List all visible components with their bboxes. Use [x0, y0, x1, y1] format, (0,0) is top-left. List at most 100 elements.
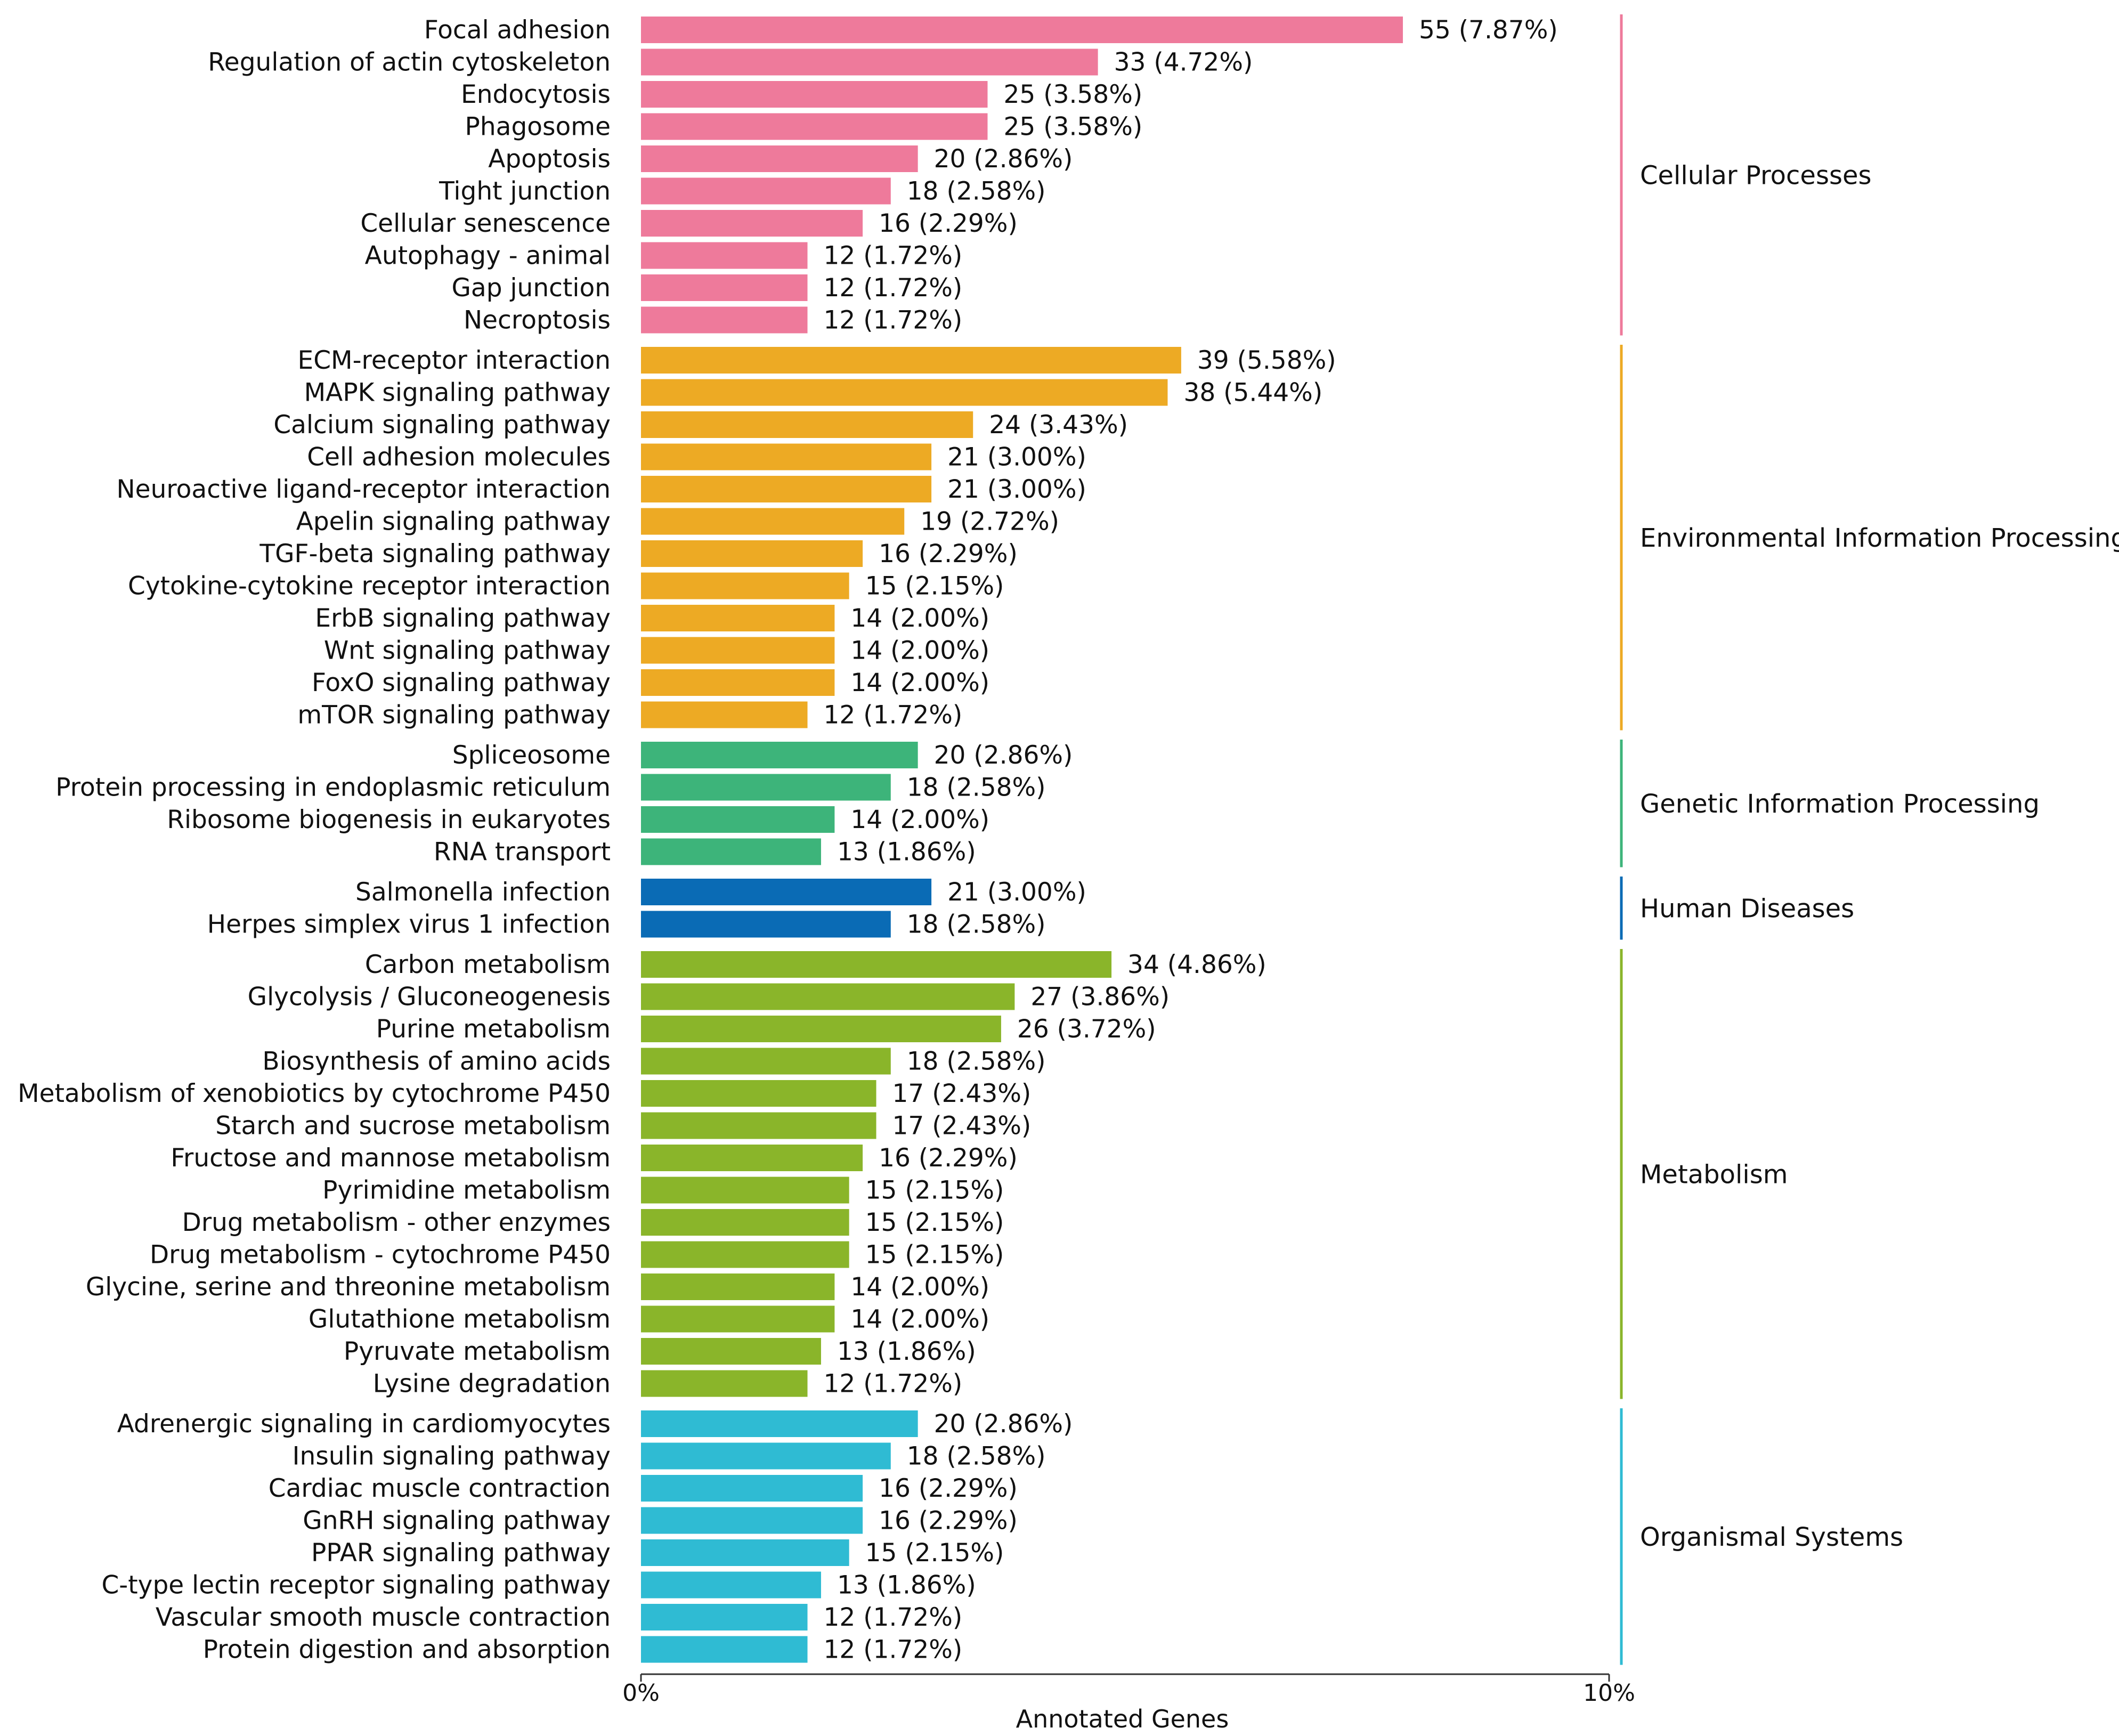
category-label-ecm-receptor-interaction: ECM-receptor interaction [298, 346, 611, 375]
category-label-adrenergic-signaling-in-cardiomyocytes: Adrenergic signaling in cardiomyocytes [117, 1409, 611, 1439]
bar-ecm-receptor-interaction [641, 347, 1181, 374]
category-label-herpes-simplex-virus-1-infection: Herpes simplex virus 1 infection [207, 910, 611, 939]
value-label-phagosome: 25 (3.58%) [1003, 112, 1142, 142]
bar-rna-transport [641, 838, 821, 865]
value-label-pyrimidine-metabolism: 15 (2.15%) [865, 1176, 1004, 1205]
value-label-ribosome-biogenesis-in-eukaryotes: 14 (2.00%) [850, 805, 989, 834]
bar-focal-adhesion [641, 17, 1403, 43]
bar-adrenergic-signaling-in-cardiomyocytes [641, 1410, 918, 1437]
category-label-insulin-signaling-pathway: Insulin signaling pathway [293, 1442, 611, 1471]
bar-apelin-signaling-pathway [641, 508, 905, 535]
value-label-metabolism-of-xenobiotics-by-cytochrome-p450: 17 (2.43%) [892, 1079, 1032, 1108]
category-label-purine-metabolism: Purine metabolism [376, 1015, 611, 1044]
value-label-rna-transport: 13 (1.86%) [837, 838, 976, 867]
bar-carbon-metabolism [641, 951, 1112, 978]
bar-fructose-and-mannose-metabolism [641, 1145, 863, 1171]
value-label-autophagy-animal: 12 (1.72%) [824, 241, 963, 271]
value-label-lysine-degradation: 12 (1.72%) [824, 1369, 963, 1399]
value-label-gap-junction: 12 (1.72%) [824, 273, 963, 303]
bar-regulation-of-actin-cytoskeleton [641, 48, 1098, 76]
bar-protein-digestion-and-absorption [641, 1636, 808, 1663]
value-label-wnt-signaling-pathway: 14 (2.00%) [850, 636, 989, 666]
value-label-ecm-receptor-interaction: 39 (5.58%) [1197, 346, 1336, 375]
category-label-biosynthesis-of-amino-acids: Biosynthesis of amino acids [262, 1047, 611, 1076]
bar-ppar-signaling-pathway [641, 1539, 849, 1566]
value-label-biosynthesis-of-amino-acids: 18 (2.58%) [907, 1047, 1046, 1076]
bar-pyrimidine-metabolism [641, 1177, 849, 1204]
value-label-pyruvate-metabolism: 13 (1.86%) [837, 1337, 976, 1366]
category-label-glycolysis-gluconeogenesis: Glycolysis / Gluconeogenesis [248, 983, 611, 1012]
category-label-carbon-metabolism: Carbon metabolism [365, 950, 611, 979]
category-label-fructose-and-mannose-metabolism: Fructose and mannose metabolism [171, 1143, 611, 1173]
category-label-endocytosis: Endocytosis [461, 80, 611, 109]
value-label-apelin-signaling-pathway: 19 (2.72%) [920, 507, 1059, 537]
value-label-spliceosome: 20 (2.86%) [934, 741, 1073, 770]
x-tick-label-10: 10% [1583, 1680, 1635, 1707]
bar-calcium-signaling-pathway [641, 411, 973, 438]
value-label-glutathione-metabolism: 14 (2.00%) [850, 1305, 989, 1334]
value-label-cytokine-cytokine-receptor-interaction: 15 (2.15%) [865, 572, 1004, 601]
value-label-herpes-simplex-virus-1-infection: 18 (2.58%) [907, 910, 1046, 939]
bar-gap-junction [641, 274, 808, 301]
bar-endocytosis [641, 81, 988, 108]
category-label-salmonella-infection: Salmonella infection [355, 878, 611, 907]
bar-c-type-lectin-receptor-signaling-pathway [641, 1571, 821, 1599]
value-label-purine-metabolism: 26 (3.72%) [1017, 1015, 1156, 1044]
category-label-phagosome: Phagosome [465, 112, 611, 142]
category-label-cytokine-cytokine-receptor-interaction: Cytokine-cytokine receptor interaction [128, 572, 611, 601]
category-label-tgf-beta-signaling-pathway: TGF-beta signaling pathway [259, 539, 611, 569]
category-label-metabolism-of-xenobiotics-by-cytochrome-p450: Metabolism of xenobiotics by cytochrome … [18, 1079, 611, 1108]
bars-layer: Focal adhesion 55 (7.87%) Regulation of ac… [18, 15, 1558, 1665]
value-label-foxo-signaling-pathway: 14 (2.00%) [850, 668, 989, 697]
category-label-regulation-of-actin-cytoskeleton: Regulation of actin cytoskeleton [208, 48, 611, 77]
value-label-fructose-and-mannose-metabolism: 16 (2.29%) [879, 1143, 1018, 1173]
group-label-cellular-processes: Cellular Processes [1640, 160, 1872, 190]
bar-purine-metabolism [641, 1016, 1001, 1042]
category-label-pyrimidine-metabolism: Pyrimidine metabolism [322, 1176, 611, 1205]
bar-drug-metabolism-other-enzymes [641, 1209, 849, 1236]
bar-glycolysis-gluconeogenesis [641, 983, 1015, 1010]
value-label-mapk-signaling-pathway: 38 (5.44%) [1183, 378, 1322, 408]
x-axis-title: Annotated Genes [1016, 1705, 1229, 1733]
category-label-protein-processing-in-endoplasmic-reticulum: Protein processing in endoplasmic reticu… [55, 773, 611, 802]
group-label-metabolism: Metabolism [1640, 1159, 1788, 1189]
bar-salmonella-infection [641, 879, 932, 905]
bar-neuroactive-ligand-receptor-interaction [641, 476, 932, 502]
value-label-ppar-signaling-pathway: 15 (2.15%) [865, 1538, 1004, 1568]
value-label-cell-adhesion-molecules: 21 (3.00%) [947, 443, 1086, 472]
bar-cardiac-muscle-contraction [641, 1475, 863, 1502]
value-label-focal-adhesion: 55 (7.87%) [1419, 15, 1558, 45]
value-label-regulation-of-actin-cytoskeleton: 33 (4.72%) [1114, 48, 1253, 77]
value-label-tgf-beta-signaling-pathway: 16 (2.29%) [879, 539, 1018, 569]
x-tick-label-0: 0% [622, 1680, 660, 1707]
bar-insulin-signaling-pathway [641, 1442, 891, 1470]
category-label-neuroactive-ligand-receptor-interaction: Neuroactive ligand-receptor interaction [117, 475, 611, 504]
value-label-endocytosis: 25 (3.58%) [1003, 80, 1142, 109]
bar-gnrh-signaling-pathway [641, 1507, 863, 1534]
value-label-starch-and-sucrose-metabolism: 17 (2.43%) [892, 1112, 1032, 1141]
category-label-mtor-signaling-pathway: mTOR signaling pathway [297, 701, 611, 730]
bar-protein-processing-in-endoplasmic-reticulum [641, 774, 891, 801]
value-label-glycine-serine-and-threonine-metabolism: 14 (2.00%) [850, 1272, 989, 1302]
value-label-mtor-signaling-pathway: 12 (1.72%) [824, 701, 963, 730]
category-label-wnt-signaling-pathway: Wnt signaling pathway [324, 636, 611, 666]
category-label-starch-and-sucrose-metabolism: Starch and sucrose metabolism [215, 1112, 611, 1141]
category-label-apoptosis: Apoptosis [488, 144, 611, 174]
category-label-ribosome-biogenesis-in-eukaryotes: Ribosome biogenesis in eukaryotes [167, 805, 611, 834]
bar-erbb-signaling-pathway [641, 605, 835, 631]
category-label-focal-adhesion: Focal adhesion [424, 15, 611, 45]
bar-autophagy-animal [641, 242, 808, 269]
value-label-adrenergic-signaling-in-cardiomyocytes: 20 (2.86%) [934, 1409, 1073, 1439]
bar-vascular-smooth-muscle-contraction [641, 1604, 808, 1630]
category-label-foxo-signaling-pathway: FoxO signaling pathway [312, 668, 611, 697]
category-label-spliceosome: Spliceosome [452, 741, 611, 770]
category-label-gnrh-signaling-pathway: GnRH signaling pathway [303, 1506, 611, 1536]
category-label-cellular-senescence: Cellular senescence [360, 209, 611, 238]
bar-necroptosis [641, 306, 808, 334]
group-brackets-layer: Cellular Processes Environmental Informat… [1620, 14, 2119, 1665]
group-label-human-diseases: Human Diseases [1640, 894, 1854, 923]
group-label-organismal-systems: Organismal Systems [1640, 1522, 1903, 1552]
group-label-environmental-information-processing: Environmental Information Processing [1640, 523, 2119, 553]
category-label-tight-junction: Tight junction [439, 177, 611, 206]
